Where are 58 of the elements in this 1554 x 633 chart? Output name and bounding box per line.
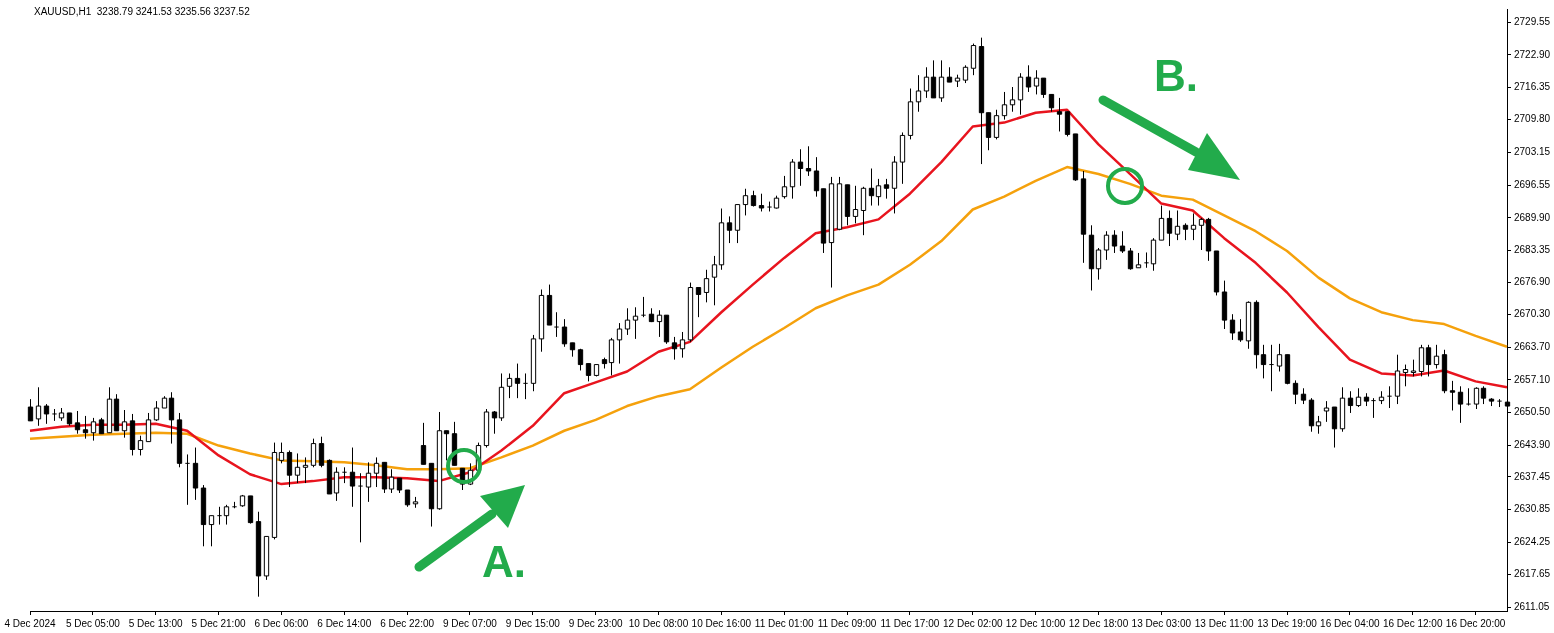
candlestick — [640, 296, 647, 318]
candlestick — [522, 372, 529, 400]
y-tick-label: 2709.80 — [1514, 113, 1551, 125]
x-tick-label: 11 Dec 17:00 — [880, 617, 940, 629]
y-tick-label: 2696.55 — [1514, 178, 1551, 190]
x-tick-label: 5 Dec 05:00 — [65, 617, 121, 629]
candlestick — [216, 506, 223, 526]
annotation: A. — [482, 537, 526, 586]
x-tick-label: 12 Dec 10:00 — [1005, 617, 1066, 629]
y-tick-label: 2617.65 — [1514, 568, 1551, 580]
x-tick-label: 11 Dec 09:00 — [817, 617, 877, 629]
y-tick-label: 2722.90 — [1514, 48, 1551, 60]
x-tick-label: 16 Dec 20:00 — [1445, 617, 1506, 629]
x-tick-label: 16 Dec 04:00 — [1320, 617, 1381, 629]
x-tick-label: 16 Dec 12:00 — [1382, 617, 1443, 629]
x-tick-label: 6 Dec 22:00 — [380, 617, 435, 629]
y-tick-label: 2670.30 — [1514, 308, 1551, 320]
candlestick — [553, 311, 560, 338]
y-tick-label: 2643.90 — [1514, 438, 1551, 450]
candlestick — [1370, 397, 1377, 419]
x-tick-label: 9 Dec 23:00 — [568, 617, 624, 629]
annotation: B. — [1154, 51, 1198, 100]
y-tick-label: 2650.50 — [1514, 406, 1551, 418]
y-tick-label: 2683.35 — [1514, 243, 1551, 255]
y-tick-label: 2657.10 — [1514, 373, 1551, 385]
candlestick — [341, 466, 348, 484]
y-tick-label: 2611.05 — [1514, 601, 1550, 613]
x-tick-label: 11 Dec 01:00 — [754, 617, 815, 629]
candlestick — [1143, 251, 1150, 269]
x-tick-label: 5 Dec 13:00 — [128, 617, 184, 629]
x-tick-label: 12 Dec 02:00 — [943, 617, 1003, 629]
candlestick — [1268, 344, 1275, 392]
x-tick-label: 9 Dec 15:00 — [505, 617, 561, 629]
x-tick-label: 13 Dec 03:00 — [1131, 617, 1192, 629]
x-tick-label: 5 Dec 21:00 — [191, 617, 246, 629]
chart-title: XAUUSD,H1 3238.79 3241.53 3235.56 3237.52 — [34, 6, 250, 17]
candlestick — [357, 472, 364, 543]
x-tick-label: 13 Dec 19:00 — [1257, 617, 1318, 629]
candlestick — [1386, 385, 1393, 409]
x-tick-label: 10 Dec 08:00 — [628, 617, 689, 629]
y-tick-label: 2624.25 — [1514, 535, 1551, 547]
candlestick — [1465, 387, 1472, 407]
x-tick-label: 10 Dec 16:00 — [691, 617, 752, 629]
x-tick-label: 13 Dec 11:00 — [1194, 617, 1254, 629]
y-tick-label: 2716.35 — [1514, 81, 1551, 93]
candlestick — [184, 453, 191, 506]
x-tick-label: 9 Dec 07:00 — [442, 617, 498, 629]
y-tick-label: 2676.90 — [1514, 275, 1551, 287]
y-tick-label: 2703.15 — [1514, 146, 1551, 158]
x-tick-label: 4 Dec 2024 — [4, 617, 57, 629]
x-tick-label: 6 Dec 06:00 — [254, 617, 309, 629]
x-tick-label: 12 Dec 18:00 — [1068, 617, 1129, 629]
x-tick-label: 6 Dec 14:00 — [317, 617, 372, 629]
y-tick-label: 2689.90 — [1514, 211, 1551, 223]
y-tick-label: 2663.70 — [1514, 341, 1551, 353]
y-tick-label: 2637.45 — [1514, 470, 1551, 482]
y-tick-label: 2729.55 — [1514, 15, 1551, 27]
y-tick-label: 2630.85 — [1514, 503, 1551, 515]
